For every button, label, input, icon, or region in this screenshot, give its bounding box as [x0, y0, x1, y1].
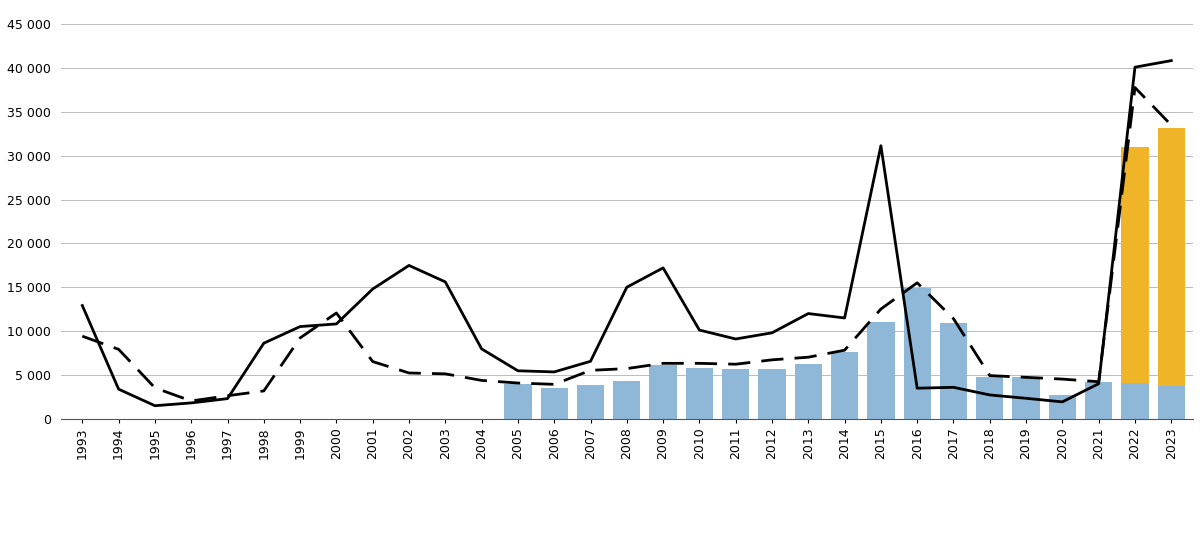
Bar: [540, 388, 568, 418]
Bar: [940, 323, 967, 418]
Bar: [613, 381, 641, 418]
Bar: [830, 352, 858, 418]
Bar: [1121, 383, 1148, 418]
Bar: [1158, 128, 1184, 386]
Bar: [722, 369, 749, 418]
Bar: [904, 288, 931, 418]
Bar: [1013, 377, 1039, 418]
Bar: [1085, 382, 1112, 418]
Bar: [1158, 386, 1184, 418]
Bar: [577, 385, 604, 418]
Bar: [1121, 147, 1148, 383]
Bar: [794, 364, 822, 418]
Bar: [758, 369, 786, 418]
Bar: [1049, 395, 1076, 418]
Bar: [504, 384, 532, 418]
Bar: [868, 322, 894, 418]
Bar: [685, 368, 713, 418]
Bar: [649, 365, 677, 418]
Bar: [976, 377, 1003, 418]
